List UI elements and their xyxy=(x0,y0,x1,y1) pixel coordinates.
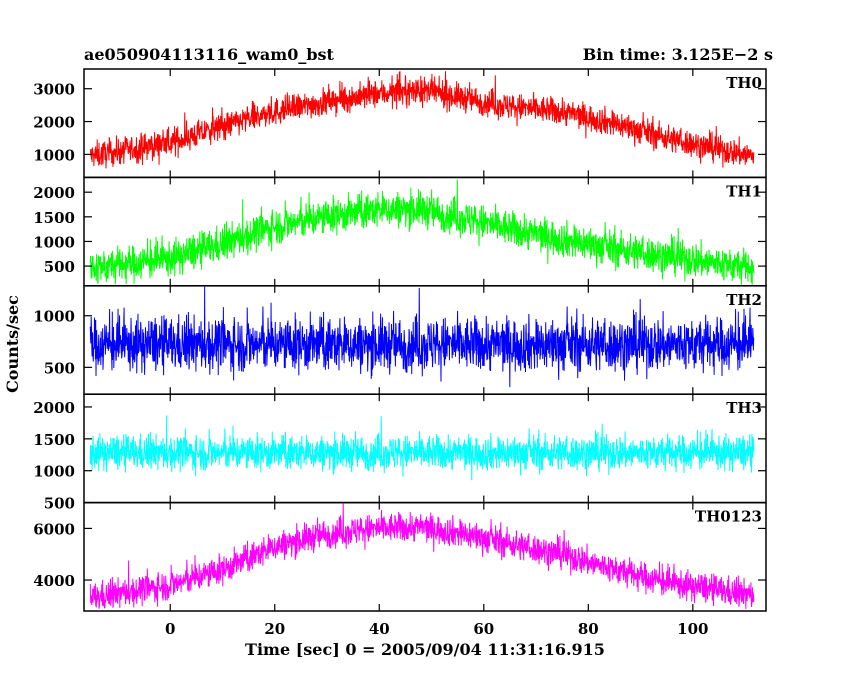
y-tick-label: 2000 xyxy=(33,399,75,417)
x-tick-label: 100 xyxy=(677,620,708,638)
series-line-th0123 xyxy=(89,502,755,609)
y-tick-label: 4000 xyxy=(33,572,75,590)
panel-label-th0123: TH0123 xyxy=(695,508,762,526)
y-tick-label: 500 xyxy=(44,495,75,513)
panel-frame xyxy=(83,501,767,612)
y-tick-label: 1000 xyxy=(33,463,75,481)
y-tick-label: 1000 xyxy=(33,233,75,251)
x-tick-label: 0 xyxy=(165,620,175,638)
y-tick-label: 2000 xyxy=(33,114,75,132)
panel-th3: 500 1000 1500 2000 TH3 xyxy=(33,393,767,513)
bin-time-label: Bin time: 3.125E−2 s xyxy=(583,45,773,64)
series-line-th3 xyxy=(89,415,755,481)
x-tick-label: 80 xyxy=(578,620,599,638)
y-tick-label: 1000 xyxy=(33,146,75,164)
x-tick-label: 20 xyxy=(264,620,285,638)
panel-label-th3: TH3 xyxy=(726,399,762,417)
panel-th0: 1000 2000 3000 TH0 xyxy=(33,68,767,179)
panel-frame xyxy=(83,176,767,287)
panel-label-th2: TH2 xyxy=(726,291,762,309)
series-line-th0 xyxy=(89,71,755,169)
series-line-th2 xyxy=(89,286,755,388)
x-tick-label: 40 xyxy=(369,620,390,638)
panel-label-th0: TH0 xyxy=(726,74,762,92)
panel-th2: 500 1000 TH2 xyxy=(33,285,767,395)
y-tick-label: 6000 xyxy=(33,520,75,538)
panels-group: 1000 2000 3000 TH0 500 1000 1500 2000 TH1 500 1000… xyxy=(33,68,767,612)
panel-th0123: 4000 6000 TH0123 xyxy=(33,501,767,612)
series-line-th1 xyxy=(89,179,755,286)
y-axis-label: Counts/sec xyxy=(3,295,22,393)
y-tick-label: 3000 xyxy=(33,81,75,99)
x-axis-label: Time [sec] 0 = 2005/09/04 11:31:16.915 xyxy=(245,640,605,659)
x-axis-ticks: 0 20 40 60 80 100 xyxy=(165,620,708,638)
chart-title: ae050904113116_wam0_bst xyxy=(84,45,335,64)
panel-label-th1: TH1 xyxy=(726,182,762,200)
y-tick-label: 500 xyxy=(44,258,75,276)
panel-th1: 500 1000 1500 2000 TH1 xyxy=(33,176,767,287)
y-tick-label: 1500 xyxy=(33,209,75,227)
x-tick-label: 60 xyxy=(473,620,494,638)
y-tick-label: 2000 xyxy=(33,184,75,202)
y-tick-label: 1000 xyxy=(33,308,75,326)
y-tick-label: 500 xyxy=(44,359,75,377)
y-tick-label: 1500 xyxy=(33,431,75,449)
